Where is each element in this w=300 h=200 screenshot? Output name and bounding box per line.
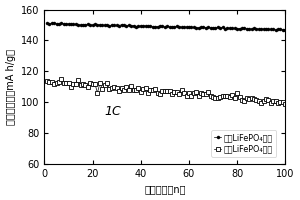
- 废旧LiFePO₄正极: [170, 92, 174, 95]
- 再生LiFePO₄正极: [93, 23, 97, 25]
- 再生LiFePO₄正极: [190, 26, 193, 29]
- 再生LiFePO₄正极: [52, 22, 56, 24]
- 废旧LiFePO₄正极: [274, 99, 278, 102]
- Legend: 再生LiFePO₄正极, 废旧LiFePO₄正极: 再生LiFePO₄正极, 废旧LiFePO₄正极: [211, 130, 276, 157]
- 废旧LiFePO₄正极: [284, 103, 287, 106]
- Line: 再生LiFePO₄正极: 再生LiFePO₄正极: [45, 22, 287, 31]
- 废旧LiFePO₄正极: [59, 78, 63, 80]
- 废旧LiFePO₄正极: [103, 84, 106, 87]
- 再生LiFePO₄正极: [274, 29, 278, 31]
- 废旧LiFePO₄正极: [93, 83, 97, 85]
- 再生LiFePO₄正极: [284, 29, 287, 31]
- 废旧LiFePO₄正极: [45, 80, 49, 83]
- 再生LiFePO₄正极: [170, 26, 174, 28]
- 废旧LiFePO₄正极: [267, 99, 270, 102]
- 再生LiFePO₄正极: [45, 22, 49, 25]
- Line: 废旧LiFePO₄正极: 废旧LiFePO₄正极: [45, 77, 287, 106]
- Y-axis label: 放电比容量（mA h/g）: 放电比容量（mA h/g）: [6, 49, 16, 125]
- 再生LiFePO₄正极: [276, 28, 280, 31]
- 再生LiFePO₄正极: [267, 28, 270, 31]
- 废旧LiFePO₄正极: [190, 95, 193, 97]
- X-axis label: 循环圈数（n）: 循环圈数（n）: [144, 184, 186, 194]
- 再生LiFePO₄正极: [103, 24, 106, 26]
- Text: 1C: 1C: [105, 105, 122, 118]
